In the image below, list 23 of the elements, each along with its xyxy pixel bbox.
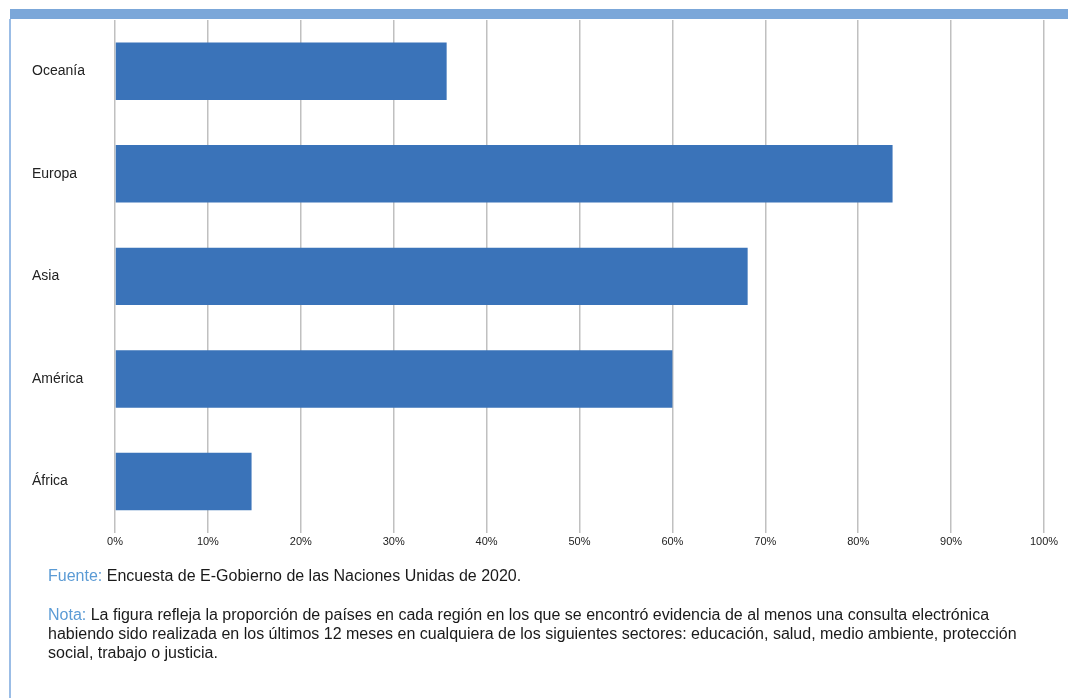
x-tick-label: 10% <box>196 535 220 548</box>
y-tick-label: Asia <box>32 267 60 284</box>
x-tick-label: 50% <box>568 535 591 548</box>
x-tick-label: 20% <box>289 535 313 548</box>
text: Nota: La figura refleja la proporción de países en cada región en los que se encontró evidencia de al menos una consulta electrónica habiendo sido realizada en los últimos 12 meses en cualquiera de los siguientes sectores: educación, salud, medio ambiente, protección social, trabajo o justicia. <box>48 605 1018 662</box>
y-tick-label: Europa <box>32 164 78 181</box>
bar <box>115 145 893 203</box>
x-tick-label: 80% <box>847 535 870 548</box>
y-tick-label: América <box>32 369 84 386</box>
x-tick-label: 60% <box>661 535 684 548</box>
x-tick-label: 70% <box>754 535 777 548</box>
bar <box>115 42 447 100</box>
y-tick-label: África <box>32 472 68 489</box>
x-tick-label: 100% <box>1029 535 1059 548</box>
bar <box>115 247 748 306</box>
x-tick-label: 30% <box>382 535 405 548</box>
bar <box>115 350 673 408</box>
x-tick-label: 0% <box>107 535 124 548</box>
y-tick-label: Oceanía <box>32 62 86 79</box>
x-tick-label: 40% <box>475 535 498 548</box>
source-note: Fuente: Encuesta de E-Gobierno de las Naciones Unidas de 2020. <box>48 566 523 585</box>
x-tick-label: 90% <box>940 535 963 548</box>
bar <box>115 452 252 511</box>
